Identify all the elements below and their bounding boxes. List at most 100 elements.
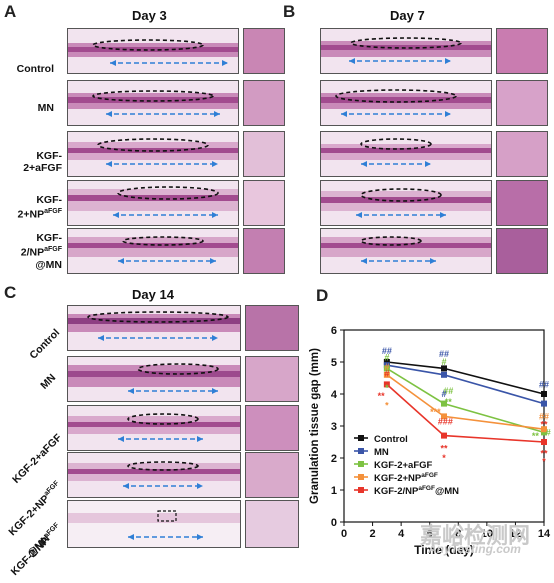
- panel-b-title: Day 7: [390, 8, 425, 23]
- y-axis-label: Granulation tissue gap (mm): [309, 348, 321, 504]
- x-tick-label: 10: [481, 528, 493, 540]
- legend-label: Control: [374, 434, 408, 445]
- panel-a-label-mn: MN: [37, 102, 54, 114]
- series-line-4: [386, 383, 545, 443]
- panel-a-label-kgf2-np: KGF-2+NPaFGF: [17, 194, 62, 221]
- x-axis-label: Time (day): [414, 543, 474, 557]
- panel-c-histology-kgf2-np-mn: [67, 500, 241, 548]
- panel-a-label-kgf2-afgf: KGF-2+aFGF: [23, 150, 62, 174]
- y-tick-label: 5: [331, 357, 337, 369]
- panel-b-histology-kgf2-afgf: [320, 131, 492, 177]
- y-tick-label: 2: [331, 453, 337, 465]
- y-tick-label: 1: [331, 485, 337, 497]
- legend-marker: [358, 435, 364, 441]
- watermark-sub: AnyTesting.com: [428, 542, 521, 556]
- legend-label: KGF-2+NPaFGF: [374, 472, 438, 484]
- panel-a-histology-kgf2-np-mn: [67, 228, 239, 274]
- panel-a-label-kgf2-np-mn: KGF-2/NPaFGF @MN: [20, 232, 62, 271]
- significance-mark: #: [441, 357, 446, 367]
- data-point: [383, 381, 390, 388]
- data-point: [441, 400, 447, 407]
- data-point: [441, 413, 447, 420]
- data-point: [541, 439, 547, 445]
- watermark-main: 嘉峪检测网: [420, 523, 531, 548]
- data-point: [541, 391, 547, 397]
- data-point: [441, 432, 447, 439]
- x-tick-label: 0: [341, 528, 347, 540]
- legend-label: KGF-2+aFGF: [374, 460, 433, 471]
- significance-mark: *: [385, 383, 389, 393]
- y-tick-label: 3: [331, 421, 337, 433]
- panel-a-histology-mn: [67, 80, 239, 126]
- legend-label: MN: [374, 447, 389, 458]
- significance-mark: #: [384, 368, 389, 378]
- significance-mark: **: [378, 391, 386, 401]
- panel-c-histology-mn: [67, 356, 241, 402]
- panel-c-letter: C: [4, 283, 17, 302]
- panel-b-zoom-control: [496, 28, 548, 74]
- significance-mark: **: [532, 431, 540, 441]
- significance-mark: **: [540, 448, 548, 458]
- legend-marker: [358, 448, 364, 454]
- panel-c-zoom-mn: [245, 356, 299, 402]
- significance-mark: ***: [430, 407, 441, 417]
- panel-a-histology-kgf2-afgf: [67, 131, 239, 177]
- series-line-1: [386, 364, 545, 405]
- significance-mark: ##: [382, 346, 392, 356]
- significance-mark: #: [384, 362, 389, 372]
- data-point: [383, 359, 390, 365]
- series-line-0: [386, 361, 545, 395]
- significance-mark: *: [385, 400, 389, 410]
- panel-a-title: Day 3: [132, 8, 167, 23]
- panel-c-zoom-kgf2-np: [245, 452, 299, 498]
- y-tick-label: 0: [331, 517, 337, 529]
- panel-d-letter: D: [316, 286, 329, 305]
- series-line-2: [386, 367, 545, 434]
- data-point: [541, 429, 547, 436]
- panel-c-label-kgf2-np-mn-suffix: @MN: [25, 532, 53, 560]
- panel-a-histology-control: [67, 28, 239, 74]
- panel-a-zoom-kgf2-afgf: [243, 131, 285, 177]
- legend-marker: [358, 487, 364, 493]
- legend-marker: [358, 461, 364, 467]
- data-point: [541, 426, 547, 433]
- significance-mark: #: [546, 428, 551, 438]
- panel-a-zoom-kgf2-np-mn: [243, 228, 285, 274]
- panel-b-zoom-mn: [496, 80, 548, 126]
- significance-mark: ##: [539, 412, 549, 422]
- data-point: [383, 371, 390, 378]
- significance-mark: ##: [539, 380, 549, 390]
- significance-mark: **: [540, 420, 548, 430]
- panel-a-letter: A: [4, 2, 17, 21]
- panel-b-zoom-kgf2-np: [496, 180, 548, 226]
- data-point: [383, 365, 390, 372]
- panel-c-zoom-kgf2-np-mn: [245, 500, 299, 548]
- panel-c-histology-kgf2-afgf: [67, 405, 241, 451]
- panel-c-label-control: Control: [27, 326, 63, 362]
- panel-c-histology-kgf2-np: [67, 452, 241, 498]
- panel-a-zoom-kgf2-np: [243, 180, 285, 226]
- significance-mark: ##: [443, 386, 453, 396]
- panel-c-histology-control: [67, 305, 241, 351]
- data-point: [441, 365, 447, 372]
- legend-marker: [358, 474, 364, 480]
- significance-mark: *: [542, 456, 546, 466]
- x-tick-label: 6: [427, 528, 433, 540]
- panel-a-zoom-control: [243, 28, 285, 74]
- y-tick-label: 6: [331, 325, 337, 337]
- panel-c-zoom-kgf2-afgf: [245, 405, 299, 451]
- panel-c-label-mn: MN: [38, 371, 59, 392]
- significance-mark: ###: [438, 416, 453, 426]
- significance-mark: #: [384, 352, 389, 362]
- significance-mark: **: [440, 444, 448, 454]
- panel-c-title: Day 14: [132, 287, 174, 302]
- panel-b-histology-kgf2-np: [320, 180, 492, 226]
- x-tick-label: 2: [370, 528, 376, 540]
- panel-b-histology-mn: [320, 80, 492, 126]
- panel-a-histology-kgf2-np: [67, 180, 239, 226]
- y-tick-label: 4: [331, 389, 338, 401]
- panel-b-zoom-kgf2-afgf: [496, 131, 548, 177]
- data-point: [541, 400, 547, 407]
- panel-a-label-control: Control: [16, 63, 54, 75]
